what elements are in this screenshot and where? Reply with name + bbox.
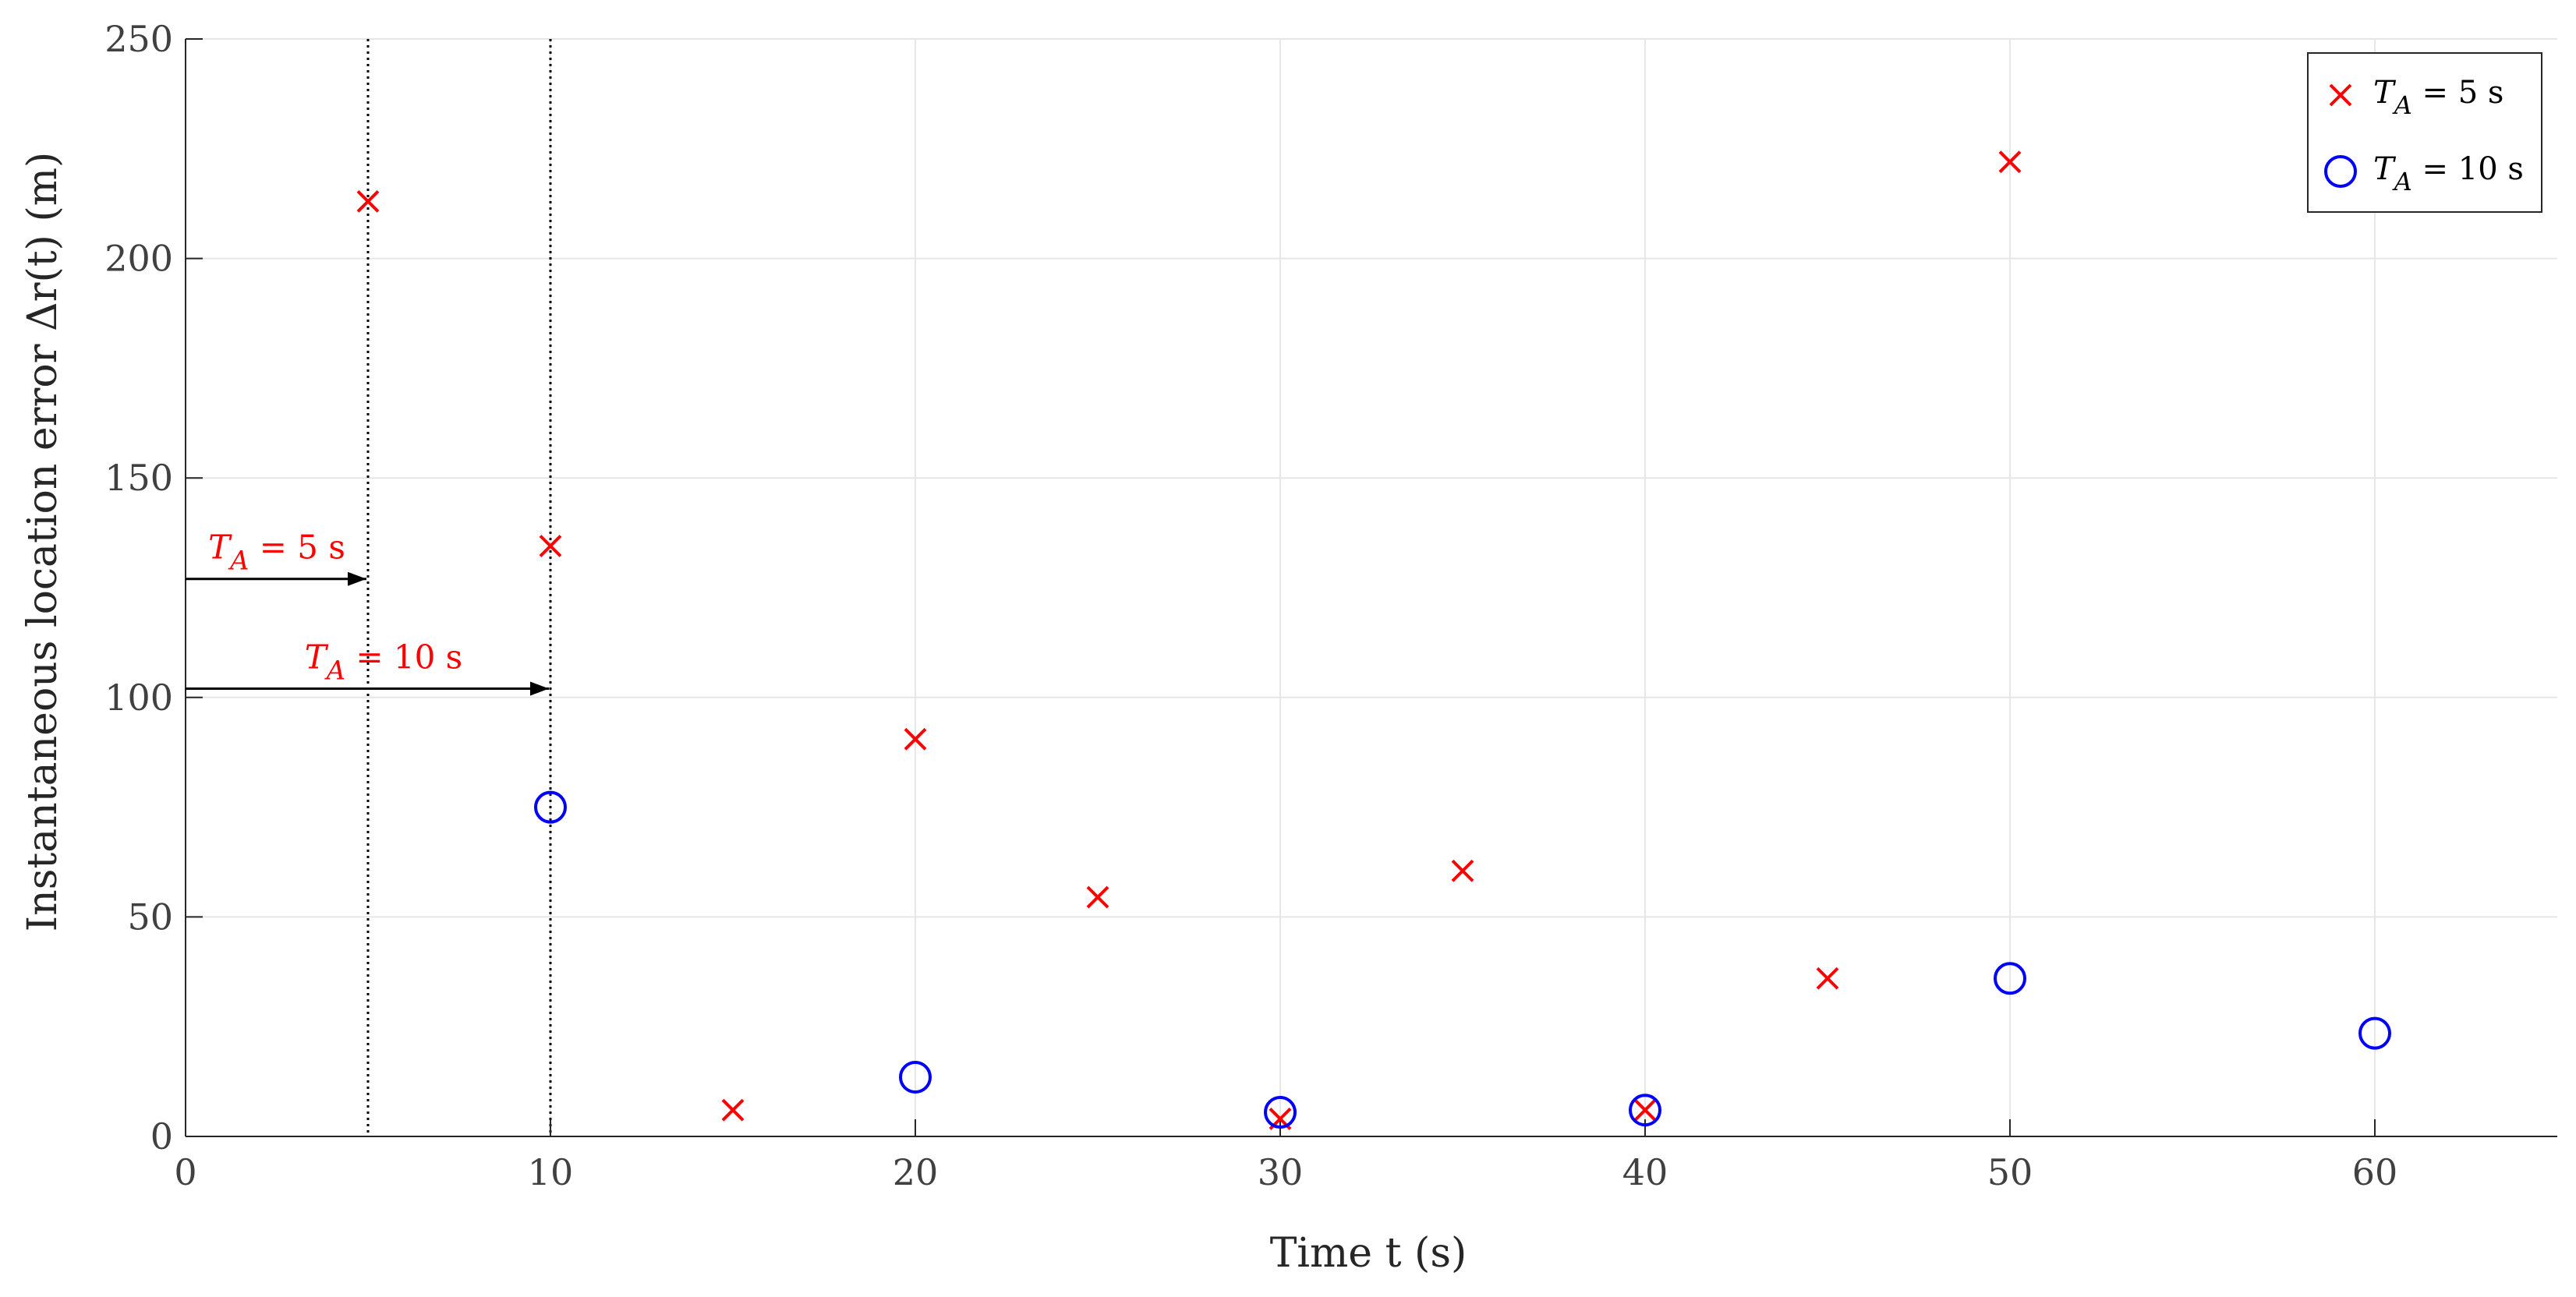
x-axis-label: Time t (s) <box>1270 1230 1467 1277</box>
y-tick-label: 50 <box>127 896 173 938</box>
data-point-x <box>1088 887 1108 907</box>
data-point-x <box>1453 861 1473 881</box>
x-tick-label: 10 <box>528 1151 574 1193</box>
y-tick-label: 0 <box>150 1115 173 1157</box>
data-point-x <box>1817 968 1838 988</box>
data-point-x <box>723 1100 743 1120</box>
reference-lines <box>368 39 550 1136</box>
grid <box>186 39 2557 1136</box>
x-tick-label: 20 <box>893 1151 939 1193</box>
y-axis-label: Instantaneous location error Δr(t) (m) <box>19 152 66 932</box>
x-tick-label: 50 <box>1987 1151 2033 1193</box>
data-points <box>358 152 2390 1129</box>
y-tick-label: 250 <box>104 18 173 60</box>
legend: TA = 5 sTA = 10 s <box>2308 53 2542 212</box>
axes: 0 10 20 30 40 50 60 0 50 100 150 200 250 <box>104 18 2557 1193</box>
x-tick-label: 30 <box>1258 1151 1304 1193</box>
y-tick-label: 150 <box>104 457 173 499</box>
x-tick-label: 40 <box>1622 1151 1668 1193</box>
annotation-label: TA = 10 s <box>305 638 463 686</box>
annotation-label: TA = 5 s <box>208 528 345 576</box>
y-tick-label: 100 <box>104 677 173 719</box>
x-tick-label: 0 <box>174 1151 196 1193</box>
y-tick-label: 200 <box>104 238 173 280</box>
x-tick-label: 60 <box>2352 1151 2398 1193</box>
